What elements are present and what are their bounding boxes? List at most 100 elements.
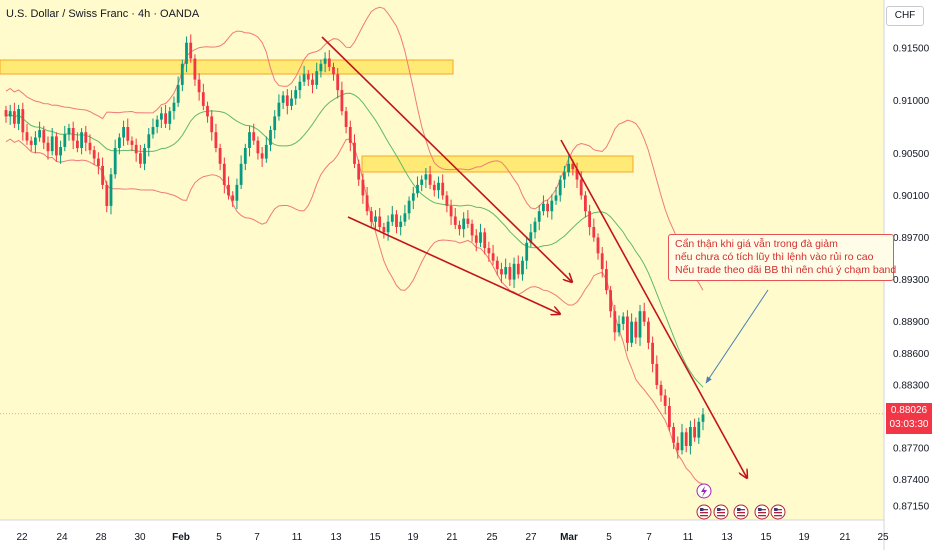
candle (164, 104, 167, 129)
candle-body (689, 427, 692, 446)
candle-body (315, 71, 319, 85)
candle-body (143, 148, 146, 164)
flag-stripe (717, 512, 725, 514)
candle (235, 178, 239, 210)
candle (504, 258, 508, 279)
candle (227, 176, 230, 200)
candle (663, 389, 667, 415)
candle-body (189, 42, 193, 59)
candle-body (319, 63, 323, 72)
candle (8, 104, 12, 125)
candle (130, 136, 134, 152)
candle (92, 145, 96, 165)
candle (248, 125, 251, 157)
candle-body (395, 214, 398, 227)
candle (59, 140, 62, 164)
candle (185, 36, 188, 73)
candle-body (193, 58, 197, 80)
candle (97, 152, 100, 175)
candle-body (441, 182, 445, 196)
candle-body (46, 142, 50, 152)
candle (521, 256, 524, 281)
flag-stripe (700, 509, 708, 511)
candle-body (575, 169, 579, 180)
us-flag-icon (754, 504, 770, 520)
x-tick-label: 30 (134, 532, 146, 543)
candle (361, 173, 365, 204)
candle (281, 91, 285, 110)
candle-body (609, 290, 612, 312)
candle (592, 218, 596, 242)
candle-body (243, 148, 247, 164)
candle-body (668, 406, 671, 428)
candle (655, 355, 659, 390)
candle (109, 168, 113, 215)
currency-button[interactable]: CHF (886, 6, 924, 26)
flag-stripe (737, 515, 745, 517)
candle (659, 380, 663, 402)
candle-body (369, 211, 373, 222)
x-tick-label: Mar (560, 532, 578, 543)
candle-body (512, 263, 516, 280)
candle (63, 125, 67, 152)
candle-body (147, 134, 151, 148)
candle-body (596, 237, 600, 254)
candle (134, 138, 138, 162)
candle (638, 304, 642, 346)
lightning-icon (696, 483, 712, 499)
candle (285, 89, 289, 115)
candle (365, 186, 369, 216)
candle-body (42, 130, 46, 143)
resistance-zone (361, 155, 634, 173)
candle (264, 136, 268, 163)
candle-body (218, 148, 222, 164)
y-tick-label: 0.88900 (893, 317, 930, 328)
x-tick-label: 5 (216, 532, 222, 543)
candle (432, 180, 436, 197)
candle (449, 199, 453, 225)
candle (403, 204, 407, 226)
candle (122, 120, 125, 146)
flag-canton (700, 508, 704, 511)
x-tick-label: 7 (646, 532, 652, 543)
note-pointer-arrow (705, 289, 769, 384)
candle (214, 123, 218, 153)
candle (609, 285, 612, 318)
candle (38, 121, 41, 142)
candle (605, 260, 608, 295)
candle (441, 174, 445, 200)
x-tick-label: 19 (798, 532, 810, 543)
candle-body (458, 224, 461, 230)
candle-body (659, 384, 663, 396)
candle (470, 219, 474, 242)
candle (180, 59, 184, 92)
candle-body (277, 102, 281, 117)
candle (84, 125, 88, 152)
candle-body (479, 232, 482, 243)
candle (29, 136, 33, 152)
candle-body (693, 427, 696, 438)
candle (542, 195, 545, 216)
candle (399, 215, 403, 236)
candle-body (592, 227, 596, 238)
candle-body (13, 111, 16, 124)
us-flag-icon (770, 504, 786, 520)
candle-body (546, 203, 549, 212)
bb-basis-line (5, 92, 704, 388)
x-tick-label: 24 (56, 532, 68, 543)
candle (327, 50, 331, 72)
annotation-note[interactable]: Cẩn thận khi giá vẫn trong đà giảm nếu c… (668, 234, 896, 281)
y-tick-label: 0.90500 (893, 149, 930, 160)
candle-body (449, 205, 453, 217)
flag-stripe (774, 515, 782, 517)
candle (445, 191, 449, 213)
candle-body (155, 119, 159, 127)
candle-body (563, 172, 566, 180)
candle-body (294, 90, 298, 99)
candle-body (630, 321, 633, 343)
candle-body (621, 316, 625, 324)
candle-body (390, 214, 394, 222)
y-tick-label: 0.87400 (893, 475, 930, 486)
annotation-line: Cẩn thận khi giá vẫn trong đà giảm (675, 238, 838, 250)
flag-stripe (717, 509, 725, 511)
